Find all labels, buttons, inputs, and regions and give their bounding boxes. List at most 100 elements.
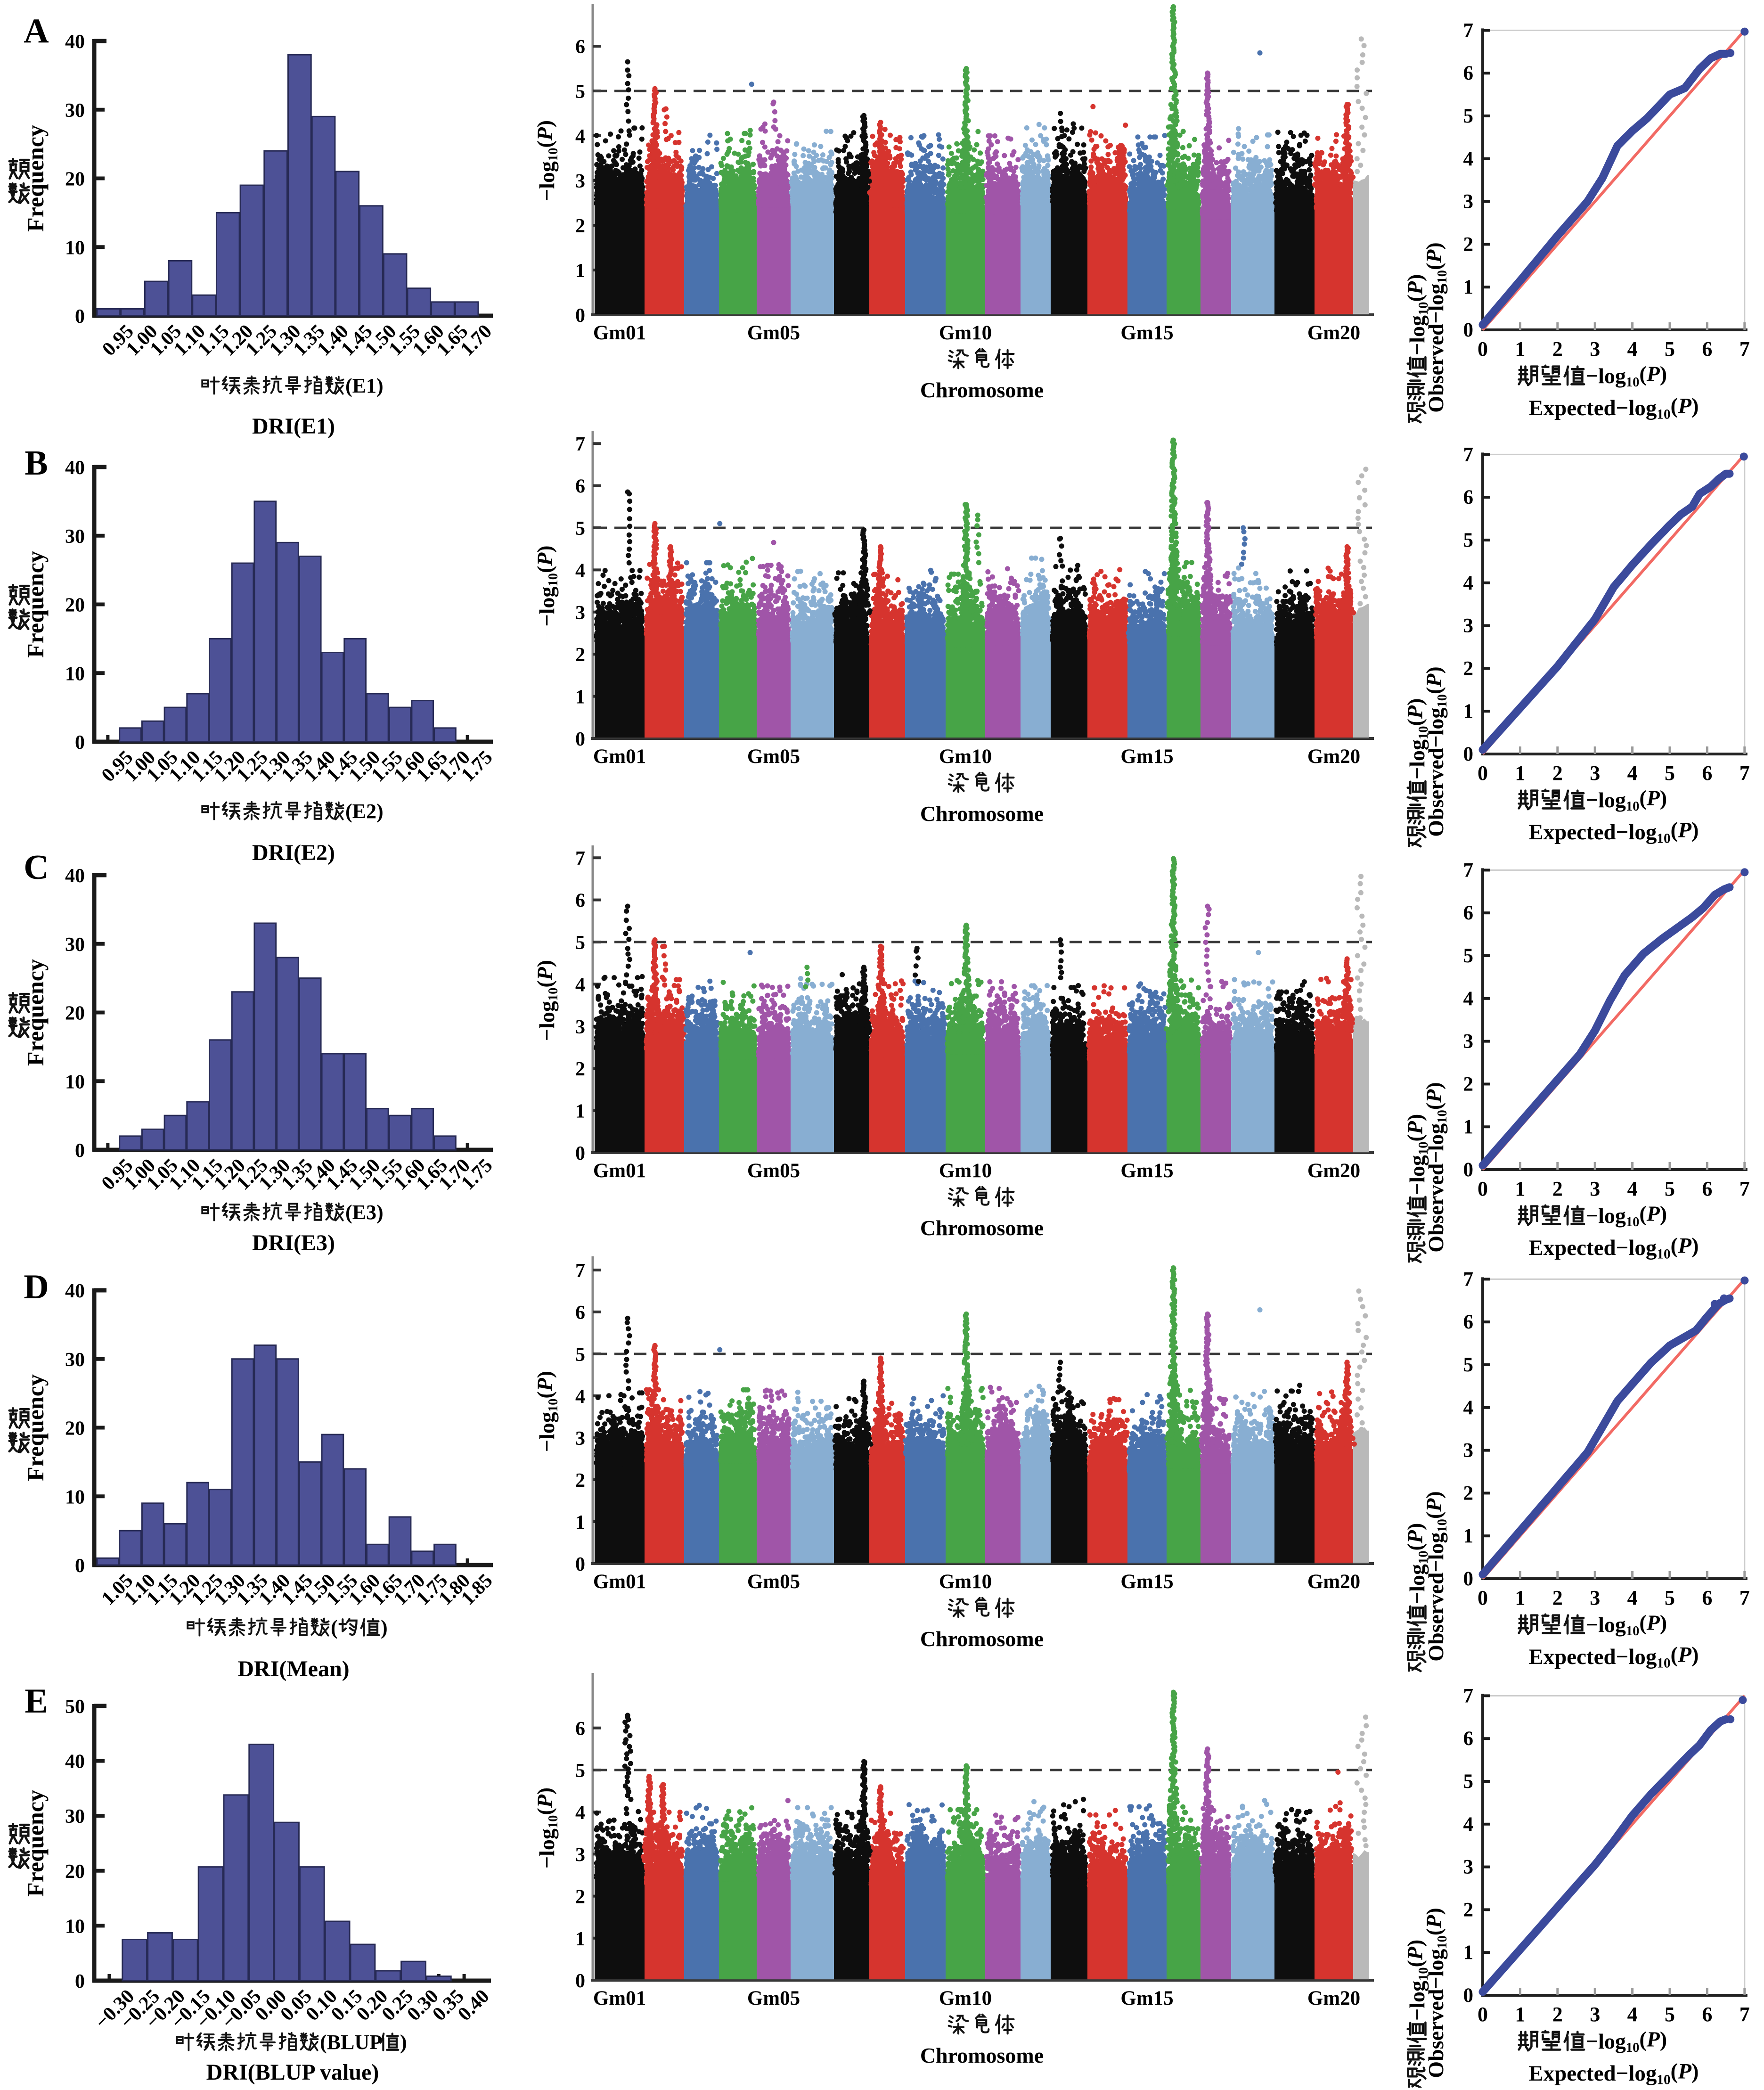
- svg-text:2: 2: [1552, 2003, 1563, 2026]
- svg-text:1: 1: [1515, 762, 1525, 785]
- svg-text:20: 20: [65, 1861, 85, 1883]
- svg-text:6: 6: [1702, 1177, 1712, 1200]
- svg-text:0: 0: [75, 732, 85, 754]
- svg-text:6: 6: [1463, 1728, 1474, 1750]
- svg-text:5: 5: [575, 1760, 585, 1782]
- svg-text:3: 3: [1590, 1177, 1600, 1200]
- svg-text:1: 1: [1463, 700, 1474, 722]
- svg-text:4: 4: [575, 560, 585, 582]
- svg-text:Expected−log10(P): Expected−log10(P): [1528, 2059, 1699, 2088]
- svg-text:Observed−log10(P): Observed−log10(P): [1422, 1908, 1450, 2078]
- svg-text:E: E: [24, 1682, 48, 1721]
- svg-text:20: 20: [65, 169, 85, 190]
- svg-text:7: 7: [1740, 762, 1750, 785]
- svg-text:0: 0: [75, 306, 85, 328]
- svg-text:3: 3: [1590, 1586, 1600, 1609]
- svg-text:4: 4: [1627, 2003, 1638, 2026]
- svg-text:3: 3: [575, 1428, 585, 1450]
- svg-text:40: 40: [65, 1751, 85, 1773]
- svg-text:7: 7: [1740, 337, 1750, 361]
- svg-text:3: 3: [575, 1016, 585, 1038]
- svg-text:20: 20: [65, 1003, 85, 1025]
- svg-text:0: 0: [575, 1143, 585, 1164]
- svg-text:40: 40: [65, 1280, 85, 1302]
- svg-text:2: 2: [1552, 762, 1563, 785]
- svg-text:DRI(E3): DRI(E3): [252, 1230, 335, 1255]
- svg-text:2: 2: [575, 1886, 585, 1908]
- svg-text:0: 0: [575, 1554, 585, 1575]
- svg-text:30: 30: [65, 1806, 85, 1828]
- svg-text:Gm05: Gm05: [747, 1571, 800, 1593]
- svg-text:6: 6: [1702, 1586, 1712, 1609]
- svg-text:7: 7: [1463, 859, 1474, 881]
- svg-text:Gm15: Gm15: [1120, 1160, 1173, 1182]
- svg-text:30: 30: [65, 934, 85, 956]
- svg-text:0: 0: [75, 1971, 85, 1992]
- svg-text:−log10(P): −log10(P): [1403, 274, 1431, 355]
- svg-text:6: 6: [575, 1718, 585, 1740]
- svg-text:2: 2: [1463, 1073, 1474, 1095]
- svg-text:10: 10: [65, 663, 85, 685]
- svg-text:2: 2: [1552, 1177, 1563, 1200]
- svg-text:0: 0: [75, 1140, 85, 1162]
- svg-text:3: 3: [1463, 191, 1474, 213]
- svg-text:5: 5: [1665, 337, 1675, 361]
- svg-text:Gm10: Gm10: [939, 746, 992, 768]
- svg-text:Chromosome: Chromosome: [920, 802, 1044, 826]
- svg-text:1: 1: [575, 1512, 585, 1533]
- svg-text:1: 1: [1463, 276, 1474, 298]
- svg-text:6: 6: [1463, 902, 1474, 924]
- svg-text:Gm10: Gm10: [939, 1571, 992, 1593]
- svg-text:50: 50: [65, 1696, 85, 1718]
- svg-text:7: 7: [575, 1260, 585, 1282]
- svg-text:10: 10: [65, 1916, 85, 1937]
- svg-text:5: 5: [1463, 1770, 1474, 1793]
- svg-text:−log10(P): −log10(P): [533, 545, 561, 626]
- svg-text:5: 5: [575, 518, 585, 540]
- svg-text:40: 40: [65, 865, 85, 887]
- svg-text:4: 4: [575, 126, 585, 148]
- svg-text:Gm01: Gm01: [593, 322, 646, 344]
- svg-text:Gm20: Gm20: [1307, 746, 1360, 768]
- svg-text:Chromosome: Chromosome: [920, 2043, 1044, 2067]
- svg-text:1: 1: [575, 1928, 585, 1950]
- svg-text:7: 7: [1740, 2003, 1750, 2026]
- svg-text:4: 4: [1627, 762, 1638, 785]
- svg-text:−log10(P): −log10(P): [1586, 786, 1667, 814]
- svg-text:Gm20: Gm20: [1307, 1987, 1360, 2009]
- svg-text:5: 5: [1665, 1586, 1675, 1609]
- svg-text:0: 0: [1463, 1159, 1474, 1181]
- svg-text:0: 0: [1478, 762, 1488, 785]
- svg-text:Observed−log10(P): Observed−log10(P): [1422, 1082, 1450, 1252]
- svg-text:6: 6: [575, 1302, 585, 1324]
- svg-text:3: 3: [1590, 762, 1600, 785]
- svg-text:Gm01: Gm01: [593, 746, 646, 768]
- svg-text:Observed−log10(P): Observed−log10(P): [1422, 242, 1450, 412]
- svg-text:4: 4: [1627, 1177, 1638, 1200]
- svg-text:Observed−log10(P): Observed−log10(P): [1422, 666, 1450, 836]
- svg-text:(: (: [331, 1616, 338, 1639]
- svg-text:−log10(P): −log10(P): [1403, 1940, 1431, 2021]
- svg-text:30: 30: [65, 100, 85, 122]
- svg-text:Gm10: Gm10: [939, 1987, 992, 2009]
- svg-text:6: 6: [1702, 762, 1712, 785]
- svg-text:): ): [381, 1616, 388, 1639]
- svg-text:4: 4: [1463, 148, 1474, 170]
- svg-text:4: 4: [575, 1386, 585, 1408]
- svg-text:3: 3: [1463, 1031, 1474, 1053]
- svg-text:4: 4: [1463, 1813, 1474, 1836]
- svg-text:Chromosome: Chromosome: [920, 378, 1044, 402]
- svg-text:Gm15: Gm15: [1120, 1571, 1173, 1593]
- svg-text:40: 40: [65, 457, 85, 479]
- svg-text:Gm10: Gm10: [939, 1160, 992, 1182]
- svg-text:0: 0: [75, 1555, 85, 1577]
- svg-text:20: 20: [65, 1418, 85, 1440]
- svg-text:6: 6: [1463, 486, 1474, 508]
- svg-text:Gm05: Gm05: [747, 1987, 800, 2009]
- svg-text:1: 1: [575, 687, 585, 708]
- svg-text:Chromosome: Chromosome: [920, 1627, 1044, 1651]
- svg-text:3: 3: [1463, 1440, 1474, 1462]
- svg-text:(E1): (E1): [345, 374, 384, 397]
- svg-text:5: 5: [1463, 1354, 1474, 1376]
- svg-text:Gm01: Gm01: [593, 1571, 646, 1593]
